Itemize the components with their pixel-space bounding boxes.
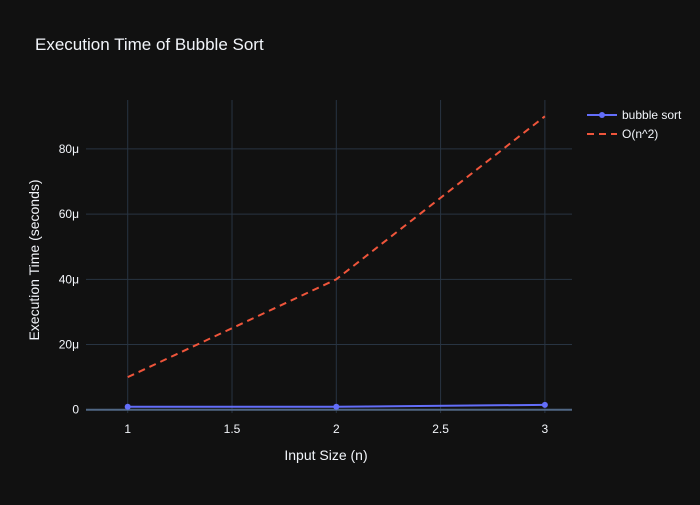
x-axis-label: Input Size (n) xyxy=(284,447,367,463)
x-tick-label: 2 xyxy=(333,422,340,436)
data-point-bubble-sort xyxy=(333,403,340,410)
data-series xyxy=(124,115,548,410)
grid-lines xyxy=(86,100,572,413)
legend: bubble sort O(n^2) xyxy=(587,108,682,141)
series-line-o-n-2 xyxy=(127,115,546,379)
y-tick-label: 60μ xyxy=(59,207,79,221)
x-tick-label: 1.5 xyxy=(224,422,241,436)
y-tick-label: 0 xyxy=(72,403,79,417)
y-tick-label: 80μ xyxy=(59,142,79,156)
legend-label-o-n-2: O(n^2) xyxy=(622,127,658,141)
tick-labels: 1 1.5 2 2.5 3 0 20μ 40μ 60μ 80μ xyxy=(59,142,549,436)
x-tick-label: 3 xyxy=(542,422,549,436)
y-axis-label: Execution Time (seconds) xyxy=(26,179,42,340)
chart-title: Execution Time of Bubble Sort xyxy=(35,35,264,54)
data-point-bubble-sort xyxy=(541,401,548,408)
legend-label-bubble-sort: bubble sort xyxy=(622,108,682,122)
data-point-bubble-sort xyxy=(124,403,131,410)
y-tick-label: 40μ xyxy=(59,272,79,286)
x-tick-label: 2.5 xyxy=(432,422,449,436)
legend-marker-bubble-sort xyxy=(599,112,605,118)
y-tick-label: 20μ xyxy=(59,338,79,352)
x-tick-label: 1 xyxy=(124,422,131,436)
